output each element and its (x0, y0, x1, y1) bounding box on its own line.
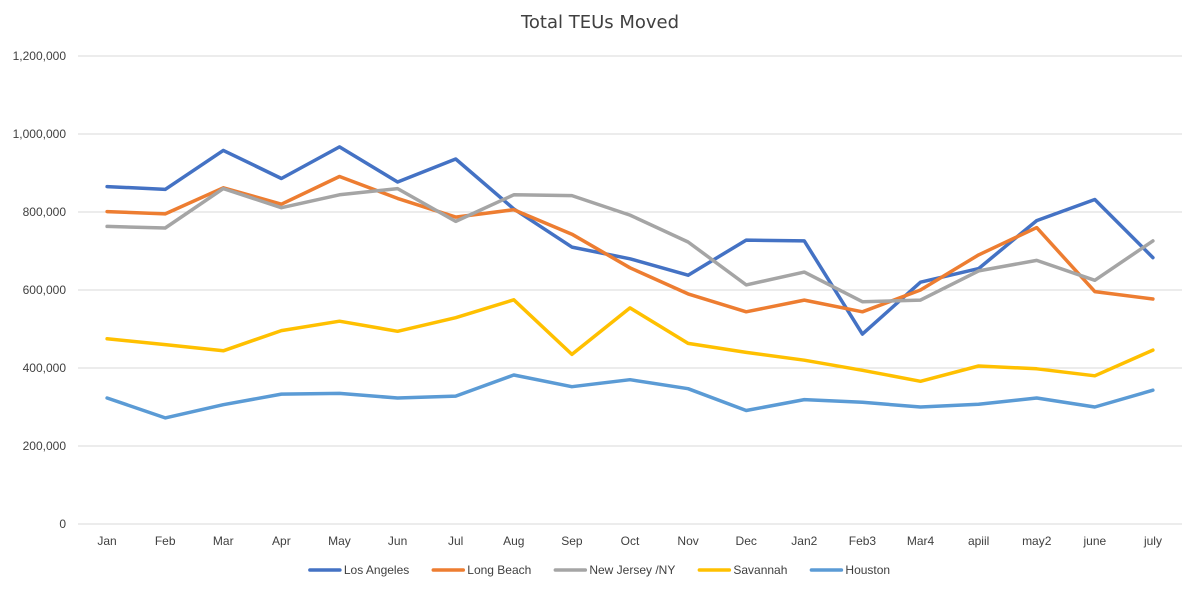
legend-label: New Jersey /NY (589, 563, 675, 577)
x-tick-label: Feb (155, 534, 176, 548)
series-line-long-beach (105, 174, 1155, 314)
x-tick-label: Mar (213, 534, 234, 548)
x-tick-label: Mar4 (907, 534, 935, 548)
series-line-savannah (105, 298, 1155, 384)
x-tick-label: Apr (272, 534, 291, 548)
y-tick-label: 200,000 (23, 439, 67, 453)
series-line-new-jersey-ny (105, 186, 1155, 304)
legend-label: Los Angeles (344, 563, 409, 577)
y-tick-label: 1,000,000 (13, 127, 67, 141)
y-tick-label: 1,200,000 (13, 49, 67, 63)
y-tick-label: 0 (59, 517, 66, 531)
x-tick-label: may2 (1022, 534, 1052, 548)
x-tick-label: May (328, 534, 351, 548)
legend-label: Houston (845, 563, 890, 577)
series-line-los-angeles (105, 145, 1155, 336)
y-tick-label: 600,000 (23, 283, 67, 297)
series-line-houston (105, 373, 1155, 420)
legend-label: Long Beach (467, 563, 531, 577)
x-tick-label: Jan (97, 534, 116, 548)
y-tick-label: 400,000 (23, 361, 67, 375)
x-tick-label: Oct (621, 534, 640, 548)
y-tick-label: 800,000 (23, 205, 67, 219)
legend-label: Savannah (733, 563, 787, 577)
x-tick-label: Sep (561, 534, 583, 548)
x-tick-label: july (1143, 534, 1162, 548)
x-tick-label: Aug (503, 534, 524, 548)
x-tick-label: Jan2 (791, 534, 817, 548)
chart-title: Total TEUs Moved (520, 12, 680, 33)
x-tick-label: Feb3 (849, 534, 877, 548)
x-tick-label: Jun (388, 534, 407, 548)
x-tick-label: Jul (448, 534, 463, 548)
x-tick-label: Nov (677, 534, 698, 548)
x-tick-label: Dec (736, 534, 757, 548)
x-tick-label: apiil (968, 534, 989, 548)
x-tick-label: june (1082, 534, 1106, 548)
